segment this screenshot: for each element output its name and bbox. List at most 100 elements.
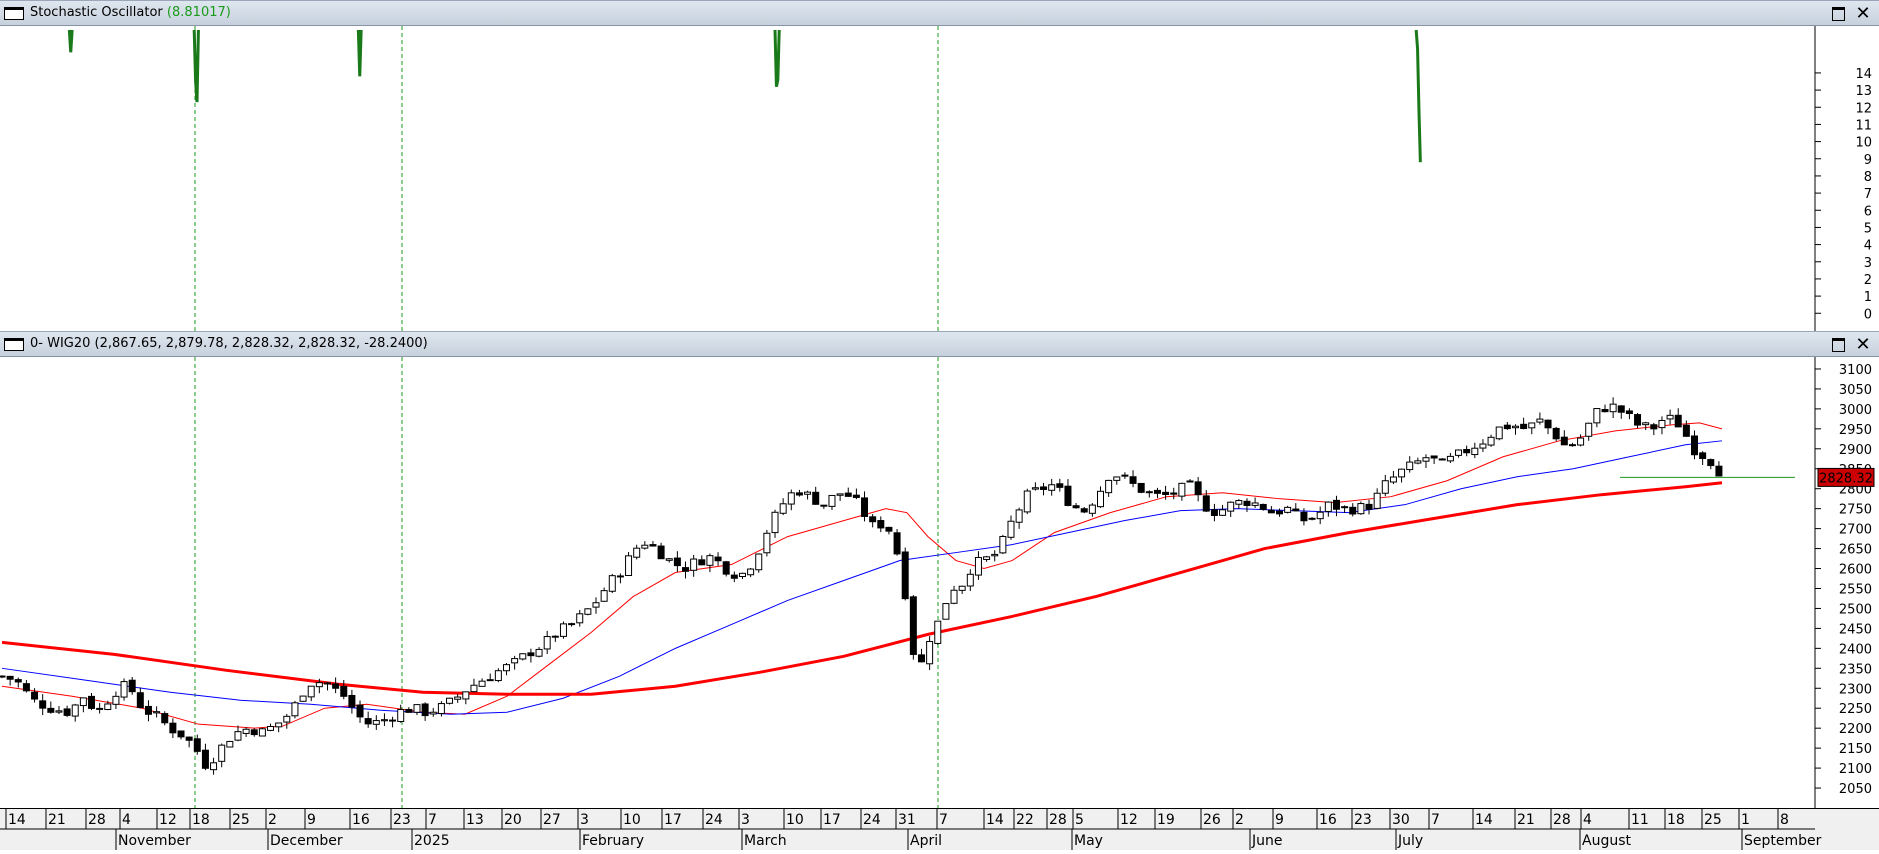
day-tick-label: 5 — [1075, 812, 1084, 828]
candle-body — [1219, 509, 1227, 516]
price-panel-header[interactable]: 0- WIG20 (2,867.65, 2,879.78, 2,828.32, … — [0, 331, 1879, 357]
candle-body — [804, 491, 812, 495]
price-y-tick-label: 3100 — [1839, 363, 1872, 378]
candle-body — [210, 762, 218, 771]
candle-body — [1593, 408, 1601, 424]
candle-body — [649, 544, 657, 547]
candle-body — [315, 682, 323, 688]
candlestick — [0, 675, 6, 679]
candle-body — [1186, 480, 1194, 483]
candlestick — [177, 730, 185, 740]
candle-body — [1560, 436, 1568, 446]
candle-body — [275, 722, 283, 728]
stochastic-panel-header[interactable]: Stochastic Oscillator (8.81017) ✕ — [0, 0, 1879, 26]
candle-body — [1308, 517, 1316, 520]
candle-body — [234, 731, 242, 741]
candle-body — [1414, 460, 1422, 464]
price-chart[interactable]: 2050 2100 2150 2200 2250 2300 2350 2400 2450 2500… — [0, 357, 1879, 808]
candle-body — [1056, 483, 1064, 488]
candle-body — [608, 575, 616, 592]
candle-body — [6, 675, 14, 680]
day-tick-label: 12 — [1120, 812, 1138, 828]
candlestick — [592, 597, 600, 614]
day-tick-label: 25 — [232, 812, 250, 828]
candlestick — [828, 494, 836, 510]
candle-body — [926, 640, 934, 665]
price-y-tick-label: 2500 — [1839, 602, 1872, 617]
candlestick — [820, 504, 828, 509]
candle-body — [193, 738, 201, 752]
candlestick — [1072, 502, 1080, 509]
candlestick — [1495, 426, 1503, 441]
stoch-y-tick-label: 5 — [1864, 221, 1872, 236]
candlestick — [893, 529, 901, 556]
candle-body — [397, 709, 405, 722]
candlestick — [380, 713, 388, 726]
candlestick — [299, 695, 307, 702]
candlestick — [1674, 408, 1682, 428]
day-tick-label: 18 — [1667, 812, 1685, 828]
candle-body — [1552, 427, 1560, 440]
candle-body — [1080, 508, 1088, 513]
candle-body — [568, 623, 576, 626]
candle-body — [1430, 455, 1438, 459]
candle-body — [779, 503, 787, 514]
candlestick — [1658, 416, 1666, 435]
candlestick — [47, 701, 55, 714]
maximize-button[interactable] — [1827, 4, 1849, 23]
candle-body — [112, 695, 120, 705]
candle-body — [1503, 424, 1511, 430]
candlestick — [519, 653, 527, 661]
candlestick — [210, 757, 218, 775]
candle-body — [1276, 510, 1284, 515]
candle-body — [1088, 504, 1096, 514]
day-tick-label: 10 — [786, 812, 804, 828]
price-y-tick-label: 2600 — [1839, 563, 1872, 578]
candlestick — [1503, 422, 1511, 430]
candle-body — [1284, 506, 1292, 513]
candlestick — [1544, 419, 1552, 435]
close-button[interactable]: ✕ — [1855, 334, 1871, 355]
candlestick — [1259, 503, 1267, 511]
candle-body — [1471, 447, 1479, 456]
candlestick — [1707, 458, 1715, 470]
candlestick — [1487, 434, 1495, 447]
candle-body — [47, 707, 55, 713]
close-button[interactable]: ✕ — [1855, 3, 1871, 24]
candlestick — [714, 552, 722, 566]
candlestick — [193, 734, 201, 755]
candle-body — [348, 695, 356, 708]
candlestick — [1227, 501, 1235, 518]
candle-body — [79, 697, 87, 707]
candle-body — [836, 493, 844, 496]
time-axis: 14 21 28 4 12 18 25 2 9 16 23 7 13 20 27 3 10 17 24 3 10 17 24… — [0, 808, 1879, 850]
candlestick — [1186, 479, 1194, 483]
candlestick — [812, 486, 820, 505]
maximize-button[interactable] — [1827, 335, 1849, 354]
candlestick — [861, 491, 869, 522]
candlestick — [1153, 487, 1161, 499]
candle-body — [673, 557, 681, 567]
candlestick — [14, 677, 22, 688]
month-tick-label: June — [1251, 833, 1283, 849]
candlestick — [1194, 477, 1202, 502]
candlestick — [1471, 442, 1479, 459]
stoch-line-segment — [773, 29, 781, 87]
stoch-y-tick-label: 7 — [1864, 187, 1872, 202]
candle-body — [1658, 419, 1666, 429]
day-tick-label: 23 — [1354, 812, 1372, 828]
candlestick — [1511, 424, 1519, 435]
candle-body — [1235, 500, 1243, 505]
day-tick-label: 14 — [1475, 812, 1493, 828]
candlestick — [1520, 417, 1528, 430]
candlestick — [568, 622, 576, 627]
candlestick — [576, 610, 584, 627]
candlestick — [690, 554, 698, 577]
candle-body — [1162, 491, 1170, 495]
candlestick — [877, 516, 885, 533]
day-tick-label: 21 — [48, 812, 66, 828]
candlestick — [1308, 517, 1316, 521]
stoch-y-tick-label: 13 — [1855, 84, 1872, 99]
day-tick-label: 3 — [580, 812, 589, 828]
